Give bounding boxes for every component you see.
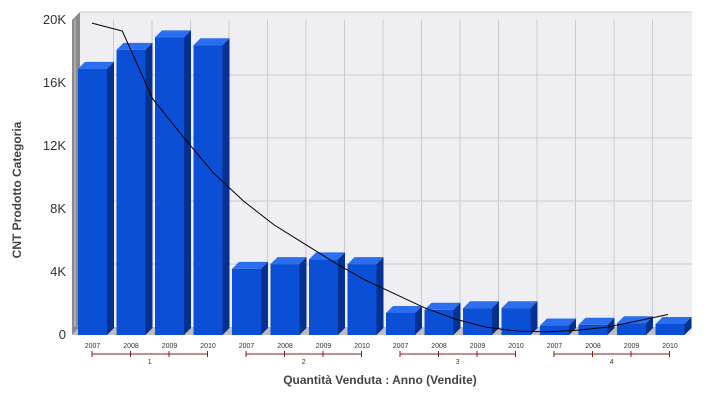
bar-top [463,301,499,309]
bar-side [261,261,268,335]
y-tick-label: 8K [50,201,66,216]
x-tick-label: 2007 [239,343,255,350]
bar-side [530,301,538,335]
bar-top [116,42,153,50]
x-tick-label: 2010 [508,343,524,350]
bar-top [501,301,538,309]
bar-side [453,302,461,335]
bar-side [145,42,153,336]
bar-top [193,38,230,46]
bar-top [540,318,576,326]
trend-line [91,22,669,333]
bar-side [299,257,307,335]
bar-top [347,257,384,265]
x-tick-label: 2007 [393,343,409,350]
bar-side [646,316,653,335]
bar-side [684,316,692,335]
x-tick-label: 2008 [585,343,601,350]
bar-top [386,305,422,313]
bar [270,264,300,335]
group-label: 4 [610,359,614,366]
bar-top [155,30,191,38]
bar-top [270,257,307,265]
x-tick-label: 2010 [662,343,678,350]
bar [424,309,454,335]
x-tick-label: 2009 [470,343,486,350]
bar-side [338,252,345,335]
x-axis-label: Quantità Venduta : Anno (Vendite) [283,373,477,387]
bar-top [78,61,114,69]
bar-side [415,305,422,335]
bar-side [376,257,384,335]
y-tick-label: 0 [59,327,66,342]
bar [78,68,107,335]
y-tick-label: 12K [43,138,66,153]
bar-top [617,316,653,324]
bar [463,308,492,335]
x-tick-label: 2010 [354,343,370,350]
group-labels: 1 2 3 4 [91,351,670,366]
group-label: 2 [302,359,306,366]
x-tick-label: 2008 [431,343,447,350]
x-tick-label: 2008 [277,343,293,350]
x-axis-ticks: 2007 2008 2009 2010 2007 2008 2009 2010 2007 2008… [85,343,678,350]
bar-side [107,61,114,335]
group-label: 3 [456,359,460,366]
bar [232,268,261,335]
bar [155,37,184,335]
bar [347,264,377,335]
bar-top [578,317,615,325]
bar [386,312,415,335]
bar [540,325,569,335]
x-tick-label: 2009 [162,343,178,350]
x-tick-label: 2010 [200,343,216,350]
y-tick-label: 20K [43,12,66,27]
bar [617,323,646,335]
x-tick-label: 2007 [85,343,101,350]
x-tick-label: 2009 [624,343,640,350]
bar [309,259,338,335]
group-label: 1 [148,359,152,366]
bar-top [232,261,268,269]
x-tick-label: 2007 [547,343,563,350]
x-tick-label: 2008 [123,343,139,350]
y-axis-label: CNT Prodotto Categoria [10,121,24,258]
x-tick-label: 2009 [316,343,332,350]
bar-side [222,38,230,335]
bars [78,30,692,336]
bar [116,49,146,336]
bar [655,323,685,335]
bar-side [184,30,191,335]
bar-side [492,301,499,335]
y-tick-label: 4K [50,264,66,279]
bar [578,324,608,335]
bar [193,45,223,335]
y-axis-ticks: 0 4K 8K 12K 16K 20K [43,12,66,342]
bar-top [424,302,461,310]
bar-top [309,252,345,260]
y-tick-label: 16K [43,75,66,90]
bar-top [655,316,692,324]
